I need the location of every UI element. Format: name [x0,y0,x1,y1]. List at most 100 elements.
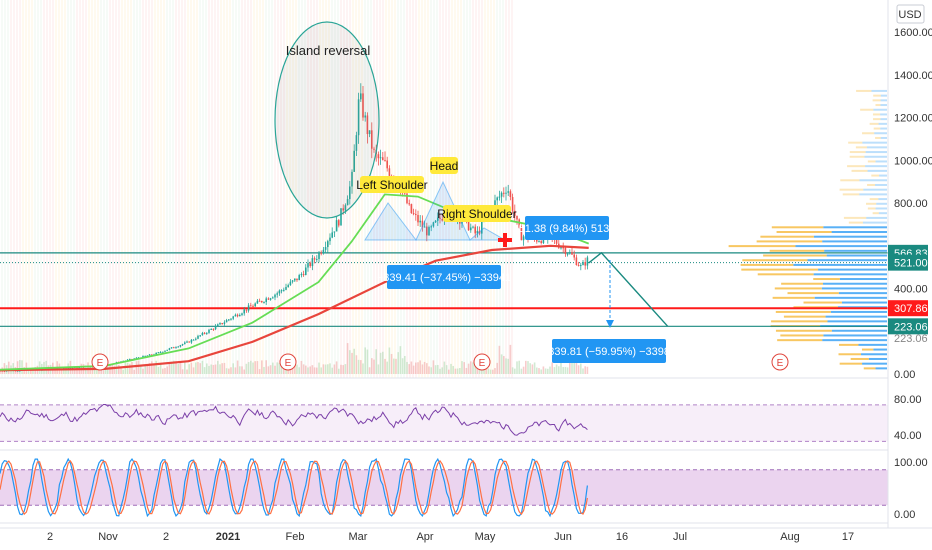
candle-body [417,215,419,223]
volume-profile-bar [841,301,887,304]
candle-body [298,275,300,281]
volume-profile-bar [867,169,887,172]
volume-bar [489,369,492,374]
head-note[interactable] [430,157,458,174]
volume-bar [516,361,518,374]
volume-bar [448,369,450,374]
candle-body [199,335,201,337]
measure-target-badge[interactable] [552,339,666,363]
volume-bar [195,362,197,374]
candle-body [135,357,138,359]
volume-bar [269,365,272,374]
price-axis[interactable] [888,0,932,550]
volume-profile-bar [760,235,814,238]
price-badge[interactable] [888,300,928,317]
volume-profile-bar [775,329,832,332]
volume-profile-bar [843,216,867,219]
volume-bar [250,360,252,374]
candle-body [236,314,239,317]
volume-bar [206,363,208,374]
candle-body [410,204,413,214]
volume-bar [184,362,186,374]
candle-body [322,249,325,254]
volume-profile-bar [849,151,866,154]
candle-body [577,265,580,267]
candle-body [555,238,558,244]
volume-bar [390,353,393,374]
volume-bar [470,361,472,374]
candle-body [177,346,179,348]
volume-bar [85,369,87,374]
candle-body [355,135,358,151]
candle-body [500,192,503,197]
candle-body [3,370,6,372]
horizontal-levels[interactable] [0,252,888,327]
candle-body [423,226,426,228]
volume-bar [142,368,144,374]
volume-profile-bar [783,315,826,318]
volume-profile-bar [872,99,881,102]
earnings-marker[interactable]: E [473,353,491,371]
island-reversal-circle[interactable] [274,21,380,219]
left-shoulder-note[interactable] [360,176,424,193]
volume-bar [162,368,164,374]
candle-body [221,323,223,325]
earnings-marker[interactable]: E [279,353,297,371]
candle-body [421,220,424,228]
volume-profile-bar [818,268,887,271]
price-badge[interactable] [888,254,928,271]
volume-bar [76,367,78,374]
currency-button[interactable] [896,4,925,24]
volume-bar [63,367,65,374]
volume-profile-bar [803,301,842,304]
candle-body [357,99,360,136]
measure-down-badge[interactable] [387,265,501,289]
volume-bar [146,364,149,374]
time-tick: Mar [349,531,368,543]
candle-body [157,352,160,354]
volume-bar [463,362,465,374]
rsi-pane[interactable] [0,404,888,442]
candle-body [223,322,226,324]
right-shoulder-shape [468,227,507,241]
earnings-marker[interactable]: E [771,353,789,371]
earnings-marker[interactable]: E [91,353,109,371]
volume-profile-bar [838,343,859,346]
candle-body [340,208,342,226]
volume-bar [221,363,223,374]
stoch-pane[interactable] [0,457,888,518]
volume-bar [190,362,193,374]
volume-bar [573,362,575,374]
current-price-marker[interactable] [498,233,512,247]
candle-body [280,290,283,292]
candle-body [261,301,263,303]
volume-profile-bar [830,310,887,313]
right-shoulder-note[interactable] [443,205,511,222]
volume-profile-bar [873,108,887,111]
volume-bar [274,365,276,374]
price-pane[interactable]: Island reversal Left Shoulder Head Right… [0,21,888,374]
candle-body [520,227,523,241]
volume-bar [157,366,160,374]
volume-profile-bar [850,357,869,360]
volume-bar [155,360,157,374]
time-axis[interactable] [0,528,888,550]
volume-bar [353,348,355,374]
candle-body [302,274,305,276]
volume-profile-bar [757,273,814,276]
volume-bar [474,362,476,374]
candle-body [190,339,193,343]
volume-bar [544,368,547,374]
projection-line[interactable] [588,251,669,327]
price-badge[interactable] [888,318,928,335]
volume-bar [261,360,263,374]
measure-up-badge[interactable] [525,216,609,240]
candle-body [505,192,507,194]
volume-bar [135,361,138,374]
volume-bar [522,366,525,374]
volume-profile-bar [823,226,887,229]
volume-bar [153,364,155,374]
candle-body [366,115,369,135]
